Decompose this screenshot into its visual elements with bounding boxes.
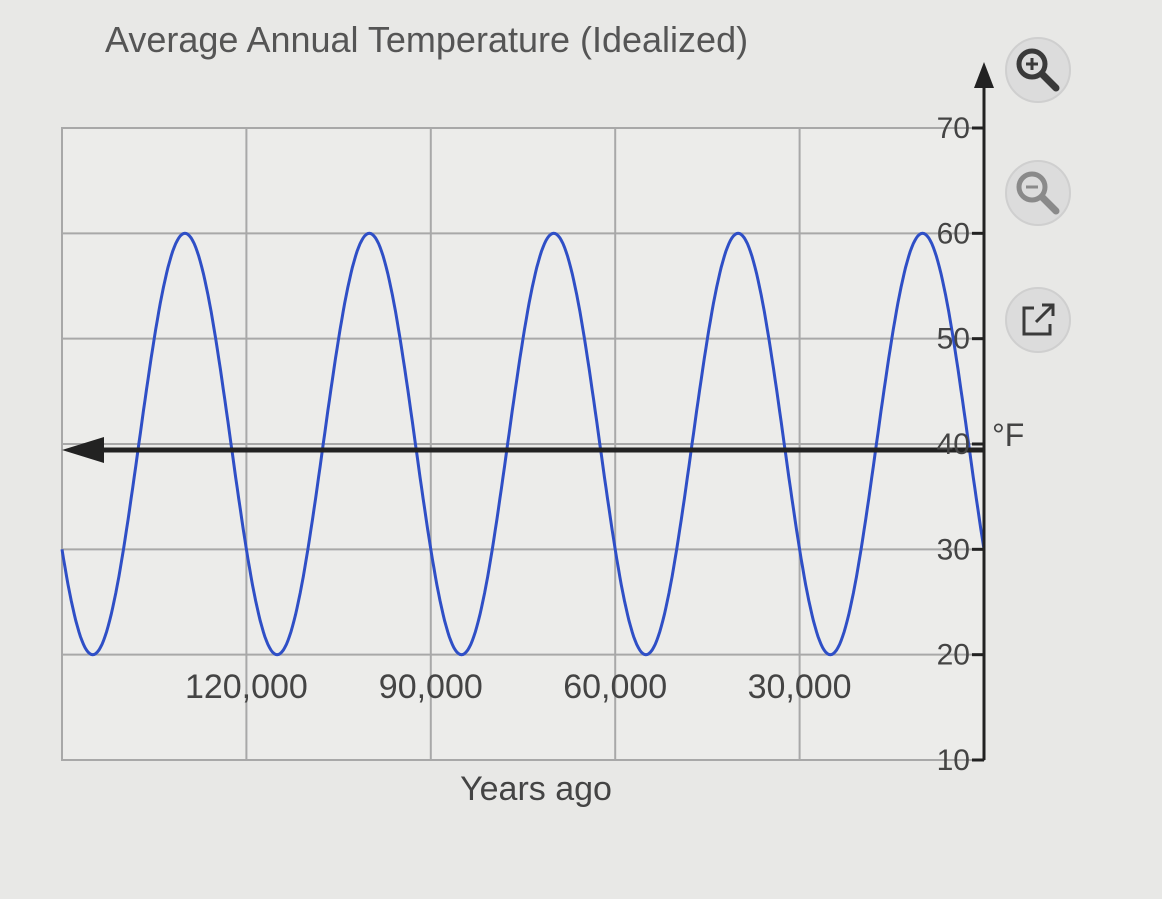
y-tick-label: 10: [937, 744, 970, 777]
zoom-out-button[interactable]: [1005, 160, 1071, 226]
open-external-icon: [1022, 303, 1055, 336]
y-tick-label: 50: [937, 323, 970, 356]
y-axis-arrow: [974, 62, 994, 88]
y-axis-unit-label: °F: [992, 417, 1024, 453]
y-ticks: 70 60 50 40 30 20 10: [937, 112, 984, 777]
y-tick-label: 30: [937, 533, 970, 566]
y-tick-label: 20: [937, 639, 970, 672]
chart-title: Average Annual Temperature (Idealized): [105, 19, 748, 60]
x-tick-label: 30,000: [748, 668, 852, 706]
x-tick-label: 90,000: [379, 668, 483, 706]
x-tick-label: 120,000: [185, 668, 308, 706]
y-axis: [974, 62, 994, 760]
y-tick-label: 70: [937, 112, 970, 145]
open-external-button[interactable]: [1005, 287, 1071, 353]
x-tick-label: 60,000: [563, 668, 667, 706]
x-ticks: 120,000 90,000 60,000 30,000: [185, 668, 852, 706]
y-tick-label: 40: [937, 428, 970, 461]
x-axis: [62, 437, 984, 463]
zoom-in-button[interactable]: [1005, 37, 1071, 103]
zoom-out-icon: [1016, 171, 1060, 215]
series-curve: [60, 231, 986, 657]
y-tick-label: 60: [937, 217, 970, 250]
x-axis-arrow: [62, 437, 104, 463]
zoom-in-icon: [1016, 48, 1060, 92]
x-axis-label: Years ago: [460, 770, 612, 808]
